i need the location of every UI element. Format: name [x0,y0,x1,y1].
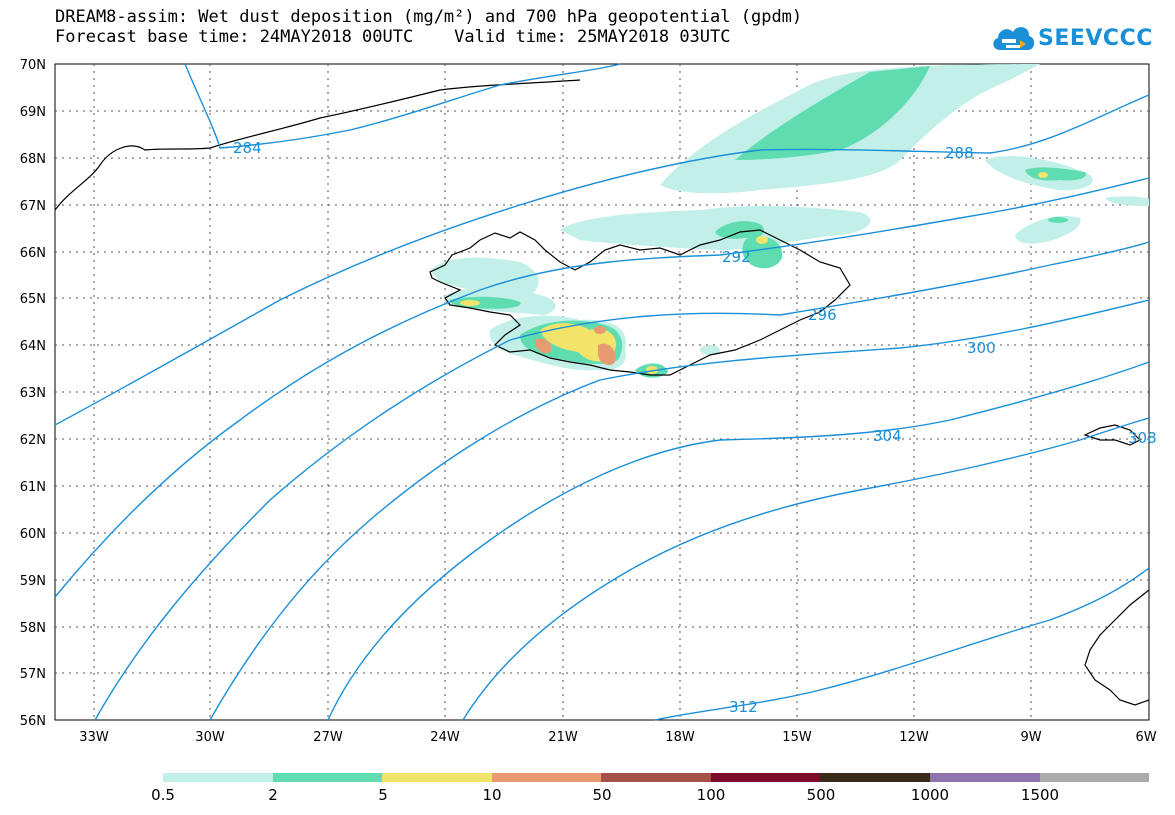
coastlines [54,79,1150,706]
legend-swatch [1039,773,1150,782]
contour-308 [462,417,1150,721]
lat-tick: 57N [20,667,46,682]
geopotential-contours [54,63,1150,721]
legend-swatch [382,773,492,782]
legend-swatch [929,773,1040,782]
color-legend [163,773,1150,782]
lat-tick: 61N [20,480,46,495]
legend-labels: 0.5 2 5 10 50 100 500 1000 1500 [0,786,1175,806]
gridlines [55,64,1149,720]
contour-300 [209,299,1150,721]
legend-swatch [710,773,821,782]
lat-tick: 68N [20,152,46,167]
legend-label: 5 [378,786,388,804]
legend-swatch [272,773,383,782]
lon-tick: 18W [665,730,695,745]
lat-tick: 69N [20,105,46,120]
lat-tick: 67N [20,199,46,214]
lat-tick: 59N [20,574,46,589]
contour-288 [54,94,1150,426]
faroe-coast [1083,424,1142,446]
longitude-axis: 33W 30W 27W 24W 21W 18W 15W 12W 9W 6W [79,730,1156,745]
cloud-icon [993,27,1035,50]
lat-tick: 58N [20,621,46,636]
contour-296 [94,241,1150,721]
lon-tick: 30W [195,730,225,745]
lon-tick: 21W [548,730,578,745]
lon-tick: 12W [899,730,929,745]
contour-label: 300 [967,339,996,357]
latitude-axis: 70N 69N 68N 67N 66N 65N 64N 63N 62N 61N … [20,58,46,729]
contour-label: 288 [945,144,974,162]
lat-tick: 63N [20,386,46,401]
dust-deposition-field [430,64,1149,378]
lat-tick: 62N [20,433,46,448]
lon-tick: 27W [313,730,343,745]
contour-312 [654,567,1150,721]
contour-label: 312 [729,698,758,716]
contour-292 [54,177,1150,598]
legend-label: 0.5 [151,786,175,804]
legend-label: 500 [806,786,836,804]
lon-tick: 6W [1135,730,1156,745]
contour-label: 304 [873,427,902,445]
contour-284 [184,63,621,149]
seevccc-logo: SEEVCCC [990,20,1152,60]
contour-label: 292 [722,248,751,266]
legend-swatch [491,773,602,782]
lon-tick: 24W [430,730,460,745]
lat-tick: 60N [20,527,46,542]
iceland-coast [429,229,851,376]
lat-tick: 70N [20,58,46,73]
contour-labels: 284 288 292 296 300 304 308 312 [233,139,1157,716]
legend-swatch [163,773,273,782]
lon-tick: 15W [782,730,812,745]
contour-label: 284 [233,139,262,157]
scotland-coast [1084,589,1150,706]
legend-label: 1500 [1020,786,1060,804]
greenland-coast [54,79,581,211]
legend-label: 100 [696,786,726,804]
lat-tick: 64N [20,339,46,354]
legend-label: 50 [592,786,612,804]
chart-title-line-2: Forecast base time: 24MAY2018 00UTC Vali… [55,27,731,47]
chart-title-line-1: DREAM8-assim: Wet dust deposition (mg/m²… [55,7,803,27]
contour-label: 308 [1128,429,1157,447]
legend-swatch [601,773,711,782]
lat-tick: 65N [20,292,46,307]
legend-swatch [820,773,930,782]
lon-tick: 9W [1020,730,1041,745]
lat-tick: 66N [20,246,46,261]
contour-304 [327,361,1150,721]
legend-label: 10 [482,786,502,804]
legend-label: 1000 [910,786,950,804]
contour-label: 296 [808,306,837,324]
lon-tick: 33W [79,730,109,745]
lat-tick: 56N [20,714,46,729]
legend-label: 2 [268,786,278,804]
logo-text: SEEVCCC [1038,26,1153,51]
